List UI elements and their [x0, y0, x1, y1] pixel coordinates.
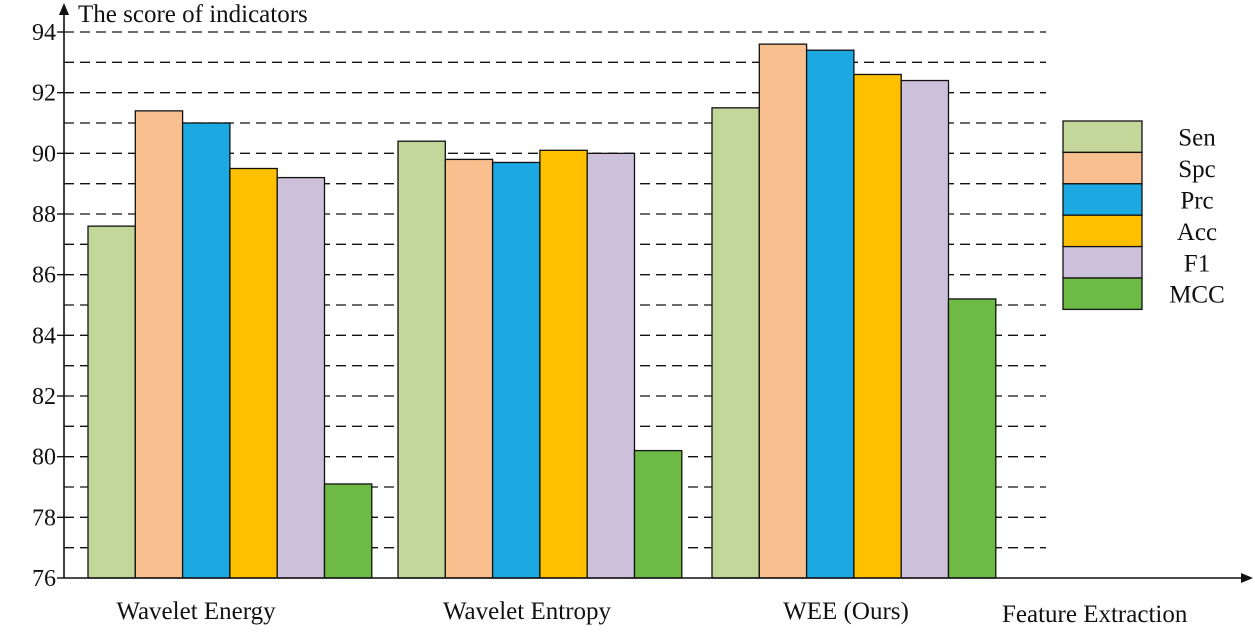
bar-acc: [539, 149, 588, 579]
bar-mcc: [633, 449, 683, 579]
legend-swatch-prc: [1062, 183, 1143, 216]
y-ticks: 76 78 80 82 84 86 88 90 92 94: [32, 20, 64, 592]
category-label: Wavelet Energy: [116, 598, 276, 625]
y-tick-label: 94: [32, 20, 56, 46]
legend: Sen Spc Prc Acc F1 MCC: [1062, 120, 1225, 311]
y-tick-label: 84: [32, 323, 56, 349]
bar-prc: [181, 122, 231, 579]
bars: [87, 43, 997, 579]
bar-mcc: [947, 298, 997, 579]
bar-sen: [87, 225, 136, 579]
bar-spc: [134, 110, 184, 579]
axes: [59, 3, 1253, 583]
legend-swatch-f1: [1062, 245, 1143, 279]
legend-label: Acc: [1177, 219, 1217, 246]
legend-swatch-mcc: [1062, 277, 1143, 311]
legend-swatch-acc: [1062, 214, 1143, 248]
bar-acc: [853, 73, 902, 579]
legend-swatch-spc: [1062, 151, 1143, 185]
bar-sen: [711, 107, 760, 579]
y-tick-label: 86: [32, 263, 56, 289]
legend-label: MCC: [1169, 282, 1225, 309]
legend-swatch-sen: [1062, 120, 1143, 154]
y-axis-title: The score of indicators: [78, 1, 308, 28]
bar-f1: [586, 152, 636, 579]
bar-spc: [758, 43, 808, 579]
y-tick-label: 76: [32, 566, 56, 592]
y-tick-label: 80: [32, 445, 56, 471]
legend-label: Prc: [1180, 188, 1213, 215]
legend-label: F1: [1184, 250, 1210, 277]
y-tick-label: 92: [32, 81, 56, 107]
bar-mcc: [323, 483, 373, 579]
bar-sen: [397, 140, 446, 579]
y-tick-label: 90: [32, 141, 56, 167]
bar-spc: [444, 158, 494, 579]
bar-f1: [276, 176, 326, 579]
bar-prc: [805, 49, 855, 579]
y-tick-label: 88: [32, 202, 56, 228]
bar-acc: [229, 167, 278, 579]
y-axis-arrow: [59, 3, 69, 15]
bar-prc: [491, 161, 541, 579]
category-label: WEE (Ours): [783, 598, 909, 625]
legend-label: Sen: [1178, 125, 1216, 152]
legend-label: Spc: [1178, 156, 1216, 183]
category-label: Wavelet Entropy: [443, 598, 612, 625]
x-category-labels: Wavelet Energy Wavelet Entropy WEE (Ours): [116, 598, 908, 625]
x-axis-title: Feature Extraction: [1002, 601, 1188, 628]
y-tick-label: 78: [32, 505, 56, 531]
bar-f1: [900, 79, 950, 579]
x-axis-arrow: [1241, 573, 1253, 583]
y-tick-label: 82: [32, 384, 56, 410]
